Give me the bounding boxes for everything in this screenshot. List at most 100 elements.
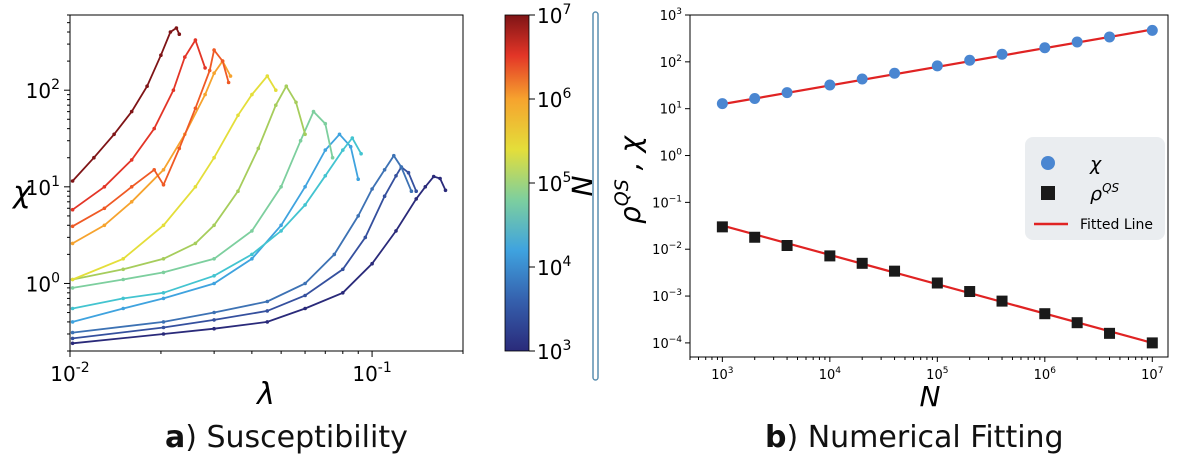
chi-point — [1039, 42, 1051, 54]
y-tick-label: 100 — [660, 148, 683, 165]
series-point-N-20000 — [70, 306, 75, 311]
chi-point — [716, 98, 728, 110]
series-point-N-2000 — [212, 318, 216, 322]
series-point-N-20000 — [359, 151, 363, 156]
series-point-N-4000000 — [171, 88, 176, 92]
series-point-N-50000 — [70, 286, 75, 290]
x-tick-label: 104 — [819, 366, 842, 383]
series-point-N-2000000 — [226, 80, 231, 85]
series-point-N-1000 — [303, 306, 307, 311]
rho-point — [856, 257, 868, 269]
series-point-N-2000000 — [129, 185, 134, 189]
y-tick-label: 10−2 — [652, 241, 682, 258]
series-point-N-300000 — [161, 223, 166, 228]
series-point-N-20000 — [303, 203, 307, 207]
series-point-N-10000 — [161, 296, 166, 301]
series-point-N-2000 — [394, 174, 398, 178]
series-point-N-10000000 — [159, 53, 163, 57]
series-point-N-20000 — [121, 296, 125, 301]
rho-point — [781, 240, 793, 252]
series-line-N-10000000 — [71, 26, 181, 182]
series-point-N-20000 — [279, 229, 283, 233]
series-point-N-100000 — [121, 267, 125, 272]
panel-b-ylabel: ρQS , χ — [611, 135, 647, 224]
series-point-N-10000000 — [174, 26, 179, 30]
legend-fit-label: Fitted Line — [1080, 217, 1153, 233]
series-point-N-10000 — [303, 185, 307, 189]
series-line-N-4000000 — [72, 38, 206, 211]
legend-box — [1025, 137, 1165, 240]
chi-point — [856, 73, 868, 85]
series-point-N-4000000 — [102, 185, 107, 189]
series-point-N-2000 — [406, 170, 411, 175]
x-tick-label: 107 — [1141, 366, 1163, 383]
x-tick-label: 106 — [1034, 366, 1057, 383]
panel-b-plot-frame — [689, 14, 1169, 358]
chi-point — [964, 54, 976, 66]
series-point-N-1000000 — [212, 71, 216, 75]
series-point-N-1000000 — [228, 74, 233, 78]
series-point-N-10000 — [356, 177, 361, 181]
series-point-N-1000000 — [102, 223, 107, 228]
rho-point — [964, 286, 976, 298]
chi-point — [824, 79, 836, 91]
colorbar-tick-label: 103 — [537, 338, 571, 364]
series-point-N-1000000 — [70, 241, 75, 246]
rho-point — [889, 265, 901, 277]
series-point-N-50000 — [212, 257, 216, 261]
series-point-N-20000 — [212, 274, 216, 278]
series-point-N-4000 — [161, 320, 166, 324]
series-point-N-1000 — [341, 291, 345, 295]
series-point-N-300000 — [121, 257, 125, 261]
series-point-N-300000 — [193, 185, 198, 189]
caption-a: a) Susceptibility — [165, 420, 408, 455]
series-point-N-2000000 — [161, 183, 166, 187]
series-point-N-300000 — [212, 155, 216, 160]
series-point-N-1000000 — [161, 168, 166, 172]
series-point-N-100000 — [161, 257, 166, 261]
series-point-N-10000000 — [70, 179, 75, 183]
chi-point — [996, 48, 1008, 60]
rho-point — [1071, 317, 1083, 329]
x-tick-label: 10-1 — [352, 360, 391, 386]
rho-point — [1039, 308, 1051, 320]
legend-rho-label: ρQS — [1090, 181, 1120, 205]
series-point-N-300000 — [274, 88, 278, 92]
series-point-N-2000 — [363, 235, 368, 240]
series-point-N-4000 — [332, 252, 337, 257]
series-point-N-2000000 — [102, 206, 107, 211]
panel-b-numerical-fitting: 103 104 105 106 107 10−4 10−3 10−2 10−1 100 101 102… — [611, 7, 1169, 413]
colorbar-tick-label: 105 — [537, 170, 571, 196]
y-tick-label: 101 — [26, 174, 60, 200]
series-point-N-10000 — [70, 320, 75, 324]
series-point-N-1000 — [423, 185, 428, 189]
series-point-N-1000 — [414, 197, 419, 201]
series-point-N-100000 — [284, 84, 289, 88]
colorbar-tick-label: 106 — [537, 86, 571, 112]
series-point-N-1000 — [70, 341, 75, 346]
series-point-N-2000000 — [193, 106, 198, 111]
series-point-N-2000 — [414, 189, 419, 193]
series-point-N-4000 — [399, 165, 404, 169]
y-tick-label: 10−3 — [652, 288, 682, 305]
chi-point — [931, 60, 943, 72]
series-point-N-100000 — [212, 223, 216, 228]
series-point-N-1000 — [443, 188, 448, 193]
series-point-N-50000 — [311, 109, 316, 114]
rho-point — [749, 231, 761, 243]
series-point-N-2000 — [303, 293, 307, 298]
series-point-N-20000 — [341, 148, 345, 152]
series-point-N-4000 — [303, 281, 307, 286]
series-point-N-1000 — [438, 176, 442, 181]
series-point-N-300000 — [70, 277, 75, 282]
series-line-N-10000 — [72, 132, 360, 323]
series-point-N-100000 — [303, 132, 307, 137]
series-point-N-2000000 — [207, 68, 212, 73]
series-point-N-10000 — [212, 281, 216, 286]
series-point-N-1000 — [394, 229, 398, 233]
series-point-N-10000 — [337, 132, 342, 137]
caption-b: b) Numerical Fitting — [765, 420, 1064, 455]
y-tick-label: 100 — [26, 270, 60, 296]
x-tick-label: 105 — [926, 366, 948, 383]
